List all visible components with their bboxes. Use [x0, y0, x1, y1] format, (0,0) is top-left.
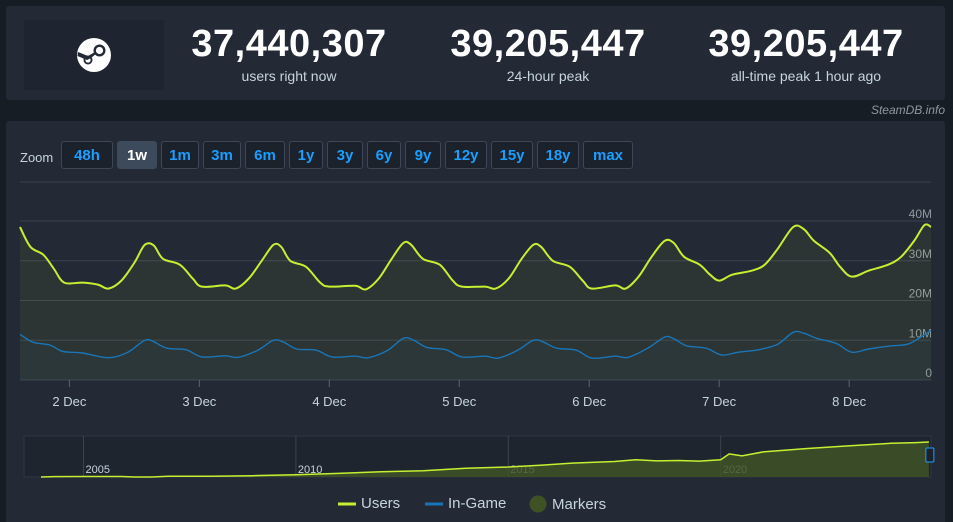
steam-icon [77, 38, 111, 72]
x-tick-label: 2 Dec [52, 394, 86, 409]
stat-all-time-peak: 39,205,447 all-time peak 1 hour ago [686, 24, 926, 84]
zoom-button-48h[interactable]: 48h [61, 141, 113, 169]
all-time-peak-label: all-time peak 1 hour ago [730, 68, 882, 84]
stats-panel: 37,440,307 users right now 39,205,447 24… [6, 6, 945, 100]
legend-markers-label: Markers [552, 495, 607, 513]
navigator-year-label: 2005 [85, 464, 109, 476]
stat-24h-peak: 39,205,447 24-hour peak [433, 24, 663, 84]
legend-users-label: Users [361, 495, 401, 512]
ingame-legend-line-icon [425, 502, 443, 505]
zoom-button-1y[interactable]: 1y [289, 141, 323, 169]
y-tick-label: 0 [925, 366, 932, 380]
zoom-button-12y[interactable]: 12y [445, 141, 487, 169]
navigator-line [40, 441, 929, 478]
zoom-button-15y[interactable]: 15y [491, 141, 533, 169]
navigator-year-label: 2010 [298, 464, 322, 476]
x-tick-label: 8 Dec [832, 394, 866, 409]
x-tick-label: 3 Dec [182, 394, 216, 409]
x-tick-label: 7 Dec [702, 394, 736, 409]
ingame-area [20, 330, 931, 380]
current-users-label: users right now [241, 68, 337, 84]
legend-markers[interactable]: Markers [529, 495, 606, 513]
source-credit[interactable]: SteamDB.info [870, 103, 945, 117]
navigator-range-handle [925, 447, 935, 463]
steam-logo [24, 20, 164, 90]
legend-ingame-label: In-Game [448, 495, 507, 512]
zoom-button-9y[interactable]: 9y [405, 141, 441, 169]
y-tick-label: 30M [909, 247, 932, 261]
ingame-series-line [19, 329, 932, 360]
current-users-value: 37,440,307 [191, 23, 387, 65]
zoom-button-3y[interactable]: 3y [327, 141, 363, 169]
zoom-label: Zoom [20, 150, 54, 165]
all-time-peak-value: 39,205,447 [708, 23, 904, 65]
zoom-button-1w[interactable]: 1w [117, 141, 157, 169]
zoom-button-18y[interactable]: 18y [537, 141, 579, 169]
legend-users[interactable]: Users [338, 495, 400, 512]
y-tick-label: 20M [909, 287, 932, 301]
stat-current-users: 37,440,307 users right now [174, 24, 404, 84]
x-tick-label: 6 Dec [572, 394, 606, 409]
y-tick-label: 40M [909, 207, 932, 221]
zoom-button-max[interactable]: max [583, 141, 633, 169]
zoom-button-6y[interactable]: 6y [367, 141, 401, 169]
users-area [20, 224, 931, 380]
legend-ingame[interactable]: In-Game [425, 495, 506, 512]
peak-24h-label: 24-hour peak [506, 68, 590, 84]
chart-panel: Zoom 48h 1w 1m 3m 6m 1y 3y 6y 9y 12y 15y 18y max 0 10… [6, 121, 945, 522]
peak-24h-value: 39,205,447 [450, 23, 646, 65]
y-tick-label: 10M [909, 326, 932, 340]
zoom-button-3m[interactable]: 3m [203, 141, 241, 169]
zoom-button-1m[interactable]: 1m [161, 141, 199, 169]
users-series-line [19, 223, 932, 291]
player-count-chart[interactable]: 0 10M 20M 30M 40M 2 Dec 3 Dec 4 Dec 5 Dec 6 Dec 7 … [6, 181, 945, 481]
x-tick-label: 5 Dec [442, 394, 476, 409]
navigator-area [41, 442, 929, 477]
users-legend-line-icon [338, 502, 356, 505]
x-tick-label: 4 Dec [312, 394, 346, 409]
zoom-button-6m[interactable]: 6m [245, 141, 285, 169]
markers-legend-circle-icon [529, 495, 547, 513]
